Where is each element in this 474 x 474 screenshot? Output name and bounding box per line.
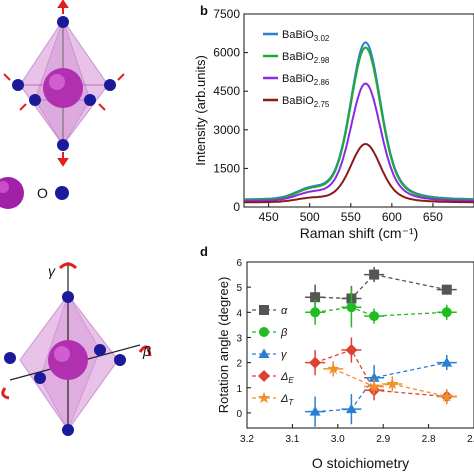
rotation-data-point xyxy=(310,292,321,303)
raman-y-tick-label: 1500 xyxy=(213,161,240,175)
rotation-data-point xyxy=(345,344,358,357)
rotation-x-tick-label: 2.9 xyxy=(376,434,390,445)
raman-series-line xyxy=(244,46,474,201)
rotation-series-line xyxy=(333,368,447,398)
rotation-data-point xyxy=(310,307,321,318)
oxygen-atom-icon xyxy=(55,186,69,200)
raman-legend-entry: BaBiO2.75 xyxy=(282,95,330,109)
raman-plot-frame xyxy=(243,13,474,208)
raman-legend-entry: BaBiO2.86 xyxy=(282,73,330,87)
rotation-data-point xyxy=(368,372,380,382)
beta-label: β xyxy=(142,343,151,359)
raman-y-tick-label: 0 xyxy=(233,200,240,214)
raman-y-tick-label: 7500 xyxy=(213,7,240,21)
rotation-data-point xyxy=(367,380,381,392)
rotation-data-point xyxy=(327,362,340,375)
rotation-legend: αβγ ΔE ΔT xyxy=(252,305,294,407)
rotation-data-point xyxy=(441,357,453,367)
rotation-data-point xyxy=(309,356,322,369)
rotation-y-tick-label: 1 xyxy=(236,384,242,395)
rotation-x-tick-label: 2.7 xyxy=(467,434,474,445)
raman-y-tick-label: 6000 xyxy=(213,46,240,60)
rotation-legend-entry: β xyxy=(280,327,288,339)
rotation-y-tick-label: 0 xyxy=(236,409,242,420)
rotation-series-line xyxy=(315,361,447,413)
rotation-x-tick-label: 3.0 xyxy=(331,434,345,445)
rotation-legend-marker xyxy=(258,370,270,382)
rotation-y-tick-label: 3 xyxy=(236,333,242,344)
rotation-legend-marker xyxy=(259,327,269,337)
rotation-data-point xyxy=(346,302,357,313)
raman-legend-entry: BaBiO3.02 xyxy=(282,29,330,43)
rotation-x-axis-label: O stoichiometry xyxy=(312,455,409,471)
raman-chart: 450 500 550 600 650 0 1500 3000 4500 6000 7500 BaB… xyxy=(193,7,474,241)
rotation-plot-frame xyxy=(246,261,474,429)
raman-x-tick-label: 650 xyxy=(423,210,443,224)
rotation-data-point xyxy=(441,284,452,295)
rotation-legend-marker xyxy=(257,391,271,404)
rotation-data-point xyxy=(369,311,380,322)
raman-series-line xyxy=(244,142,474,204)
rotation-x-tick-label: 2.8 xyxy=(422,434,436,445)
octahedron-top-illustration xyxy=(3,0,125,167)
rotation-series-line xyxy=(315,273,447,300)
rotation-data-point xyxy=(441,307,452,318)
panel-b-letter: b xyxy=(200,3,208,18)
rotation-legend-marker xyxy=(258,348,270,358)
oxygen-label: O xyxy=(37,185,48,201)
rotation-data-point xyxy=(309,406,321,416)
raman-x-tick-label: 550 xyxy=(341,210,361,224)
rotation-data-point xyxy=(386,377,399,390)
panel-d-letter: d xyxy=(200,244,208,259)
rotation-y-tick-label: 6 xyxy=(236,258,242,269)
rotation-angle-chart: 3.2 3.1 3.0 2.9 2.8 2.7 0 1 2 3 4 5 6 αβγ ΔE ΔT O stoi… xyxy=(216,258,474,471)
raman-legend: BaBiO3.02 BaBiO2.98 BaBiO2.86 BaBiO2.75 xyxy=(263,29,330,109)
rotation-data-point xyxy=(440,390,453,402)
rotation-data-point xyxy=(369,269,380,280)
raman-x-tick-label: 450 xyxy=(259,210,279,224)
rotation-data-point xyxy=(345,403,357,414)
rotation-y-tick-label: 4 xyxy=(236,308,242,319)
raman-y-tick-label: 4500 xyxy=(213,84,240,98)
rotation-x-tick-label: 3.2 xyxy=(240,434,254,445)
octahedron-bottom-illustration xyxy=(1,262,152,436)
rotation-legend-entry: ΔT xyxy=(280,393,294,407)
rotation-legend-entry: γ xyxy=(281,349,288,361)
rotation-legend-entry: α xyxy=(281,305,288,317)
raman-x-tick-label: 500 xyxy=(300,210,320,224)
rotation-x-tick-label: 3.1 xyxy=(285,434,299,445)
raman-x-axis-label: Raman shift (cm⁻¹) xyxy=(300,225,419,241)
raman-series-line xyxy=(244,82,474,202)
rotation-legend-entry: ΔE xyxy=(280,371,294,385)
rotation-legend-marker xyxy=(259,305,269,315)
raman-y-tick-label: 3000 xyxy=(213,123,240,137)
rotation-y-axis-label: Rotation angle (degree) xyxy=(216,277,231,414)
raman-legend-entry: BaBiO2.98 xyxy=(282,51,330,65)
rotation-series-line xyxy=(314,349,447,398)
rotation-series-line xyxy=(315,306,447,317)
raman-y-axis-label: Intensity (arb.units) xyxy=(193,55,208,166)
raman-x-tick-label: 600 xyxy=(382,210,402,224)
rotation-y-tick-label: 5 xyxy=(236,283,242,294)
rotation-y-tick-label: 2 xyxy=(236,359,242,370)
gamma-label: γ xyxy=(48,263,56,279)
